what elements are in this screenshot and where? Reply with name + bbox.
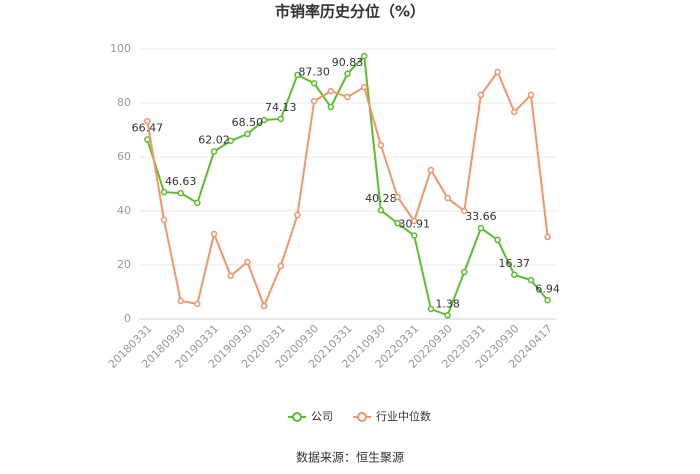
data-label: 68.50 <box>232 116 264 129</box>
chart-title: 市销率历史分位（%） <box>275 3 425 21</box>
source: 数据来源：恒生聚源 <box>296 450 404 465</box>
series-line <box>146 69 549 309</box>
y-tick-label: 60 <box>117 150 131 163</box>
legend-label: 行业中位数 <box>376 409 431 423</box>
data-label: 87.30 <box>298 65 330 78</box>
point <box>527 276 535 284</box>
point <box>427 305 435 313</box>
data-label: 74.13 <box>265 101 297 114</box>
point <box>444 312 451 319</box>
point <box>477 224 485 232</box>
point <box>360 83 368 91</box>
point <box>294 71 301 79</box>
point <box>377 141 385 149</box>
y-tick-label: 40 <box>117 204 131 217</box>
point <box>277 262 285 270</box>
legend-label: 公司 <box>311 410 333 423</box>
point <box>461 207 468 215</box>
point <box>344 70 351 78</box>
data-label: 66.47 <box>132 122 164 135</box>
point <box>410 232 418 239</box>
point <box>494 236 501 244</box>
point <box>194 199 201 207</box>
point <box>327 103 335 111</box>
point <box>177 189 184 197</box>
point <box>144 117 151 125</box>
point <box>160 188 168 196</box>
point <box>511 271 518 279</box>
point <box>344 93 351 101</box>
data-label: 62.02 <box>198 134 230 147</box>
point <box>477 91 485 99</box>
point <box>244 258 251 266</box>
point <box>294 211 301 219</box>
data-label: 90.83 <box>332 56 364 69</box>
legend-marker <box>292 412 302 422</box>
data-label: 40.28 <box>365 192 397 205</box>
point <box>494 68 501 76</box>
y-tick-label: 0 <box>124 312 131 325</box>
point <box>377 206 385 214</box>
point <box>160 216 168 224</box>
point <box>544 297 551 304</box>
point <box>427 166 435 174</box>
point <box>511 108 518 116</box>
point <box>360 52 368 60</box>
point <box>260 116 268 124</box>
data-label: 33.66 <box>465 210 497 223</box>
point <box>210 148 218 155</box>
point <box>194 300 201 308</box>
point <box>544 233 551 241</box>
point <box>227 137 234 145</box>
point <box>144 136 151 143</box>
point <box>227 272 234 280</box>
point <box>410 217 418 225</box>
data-label: 16.37 <box>499 257 531 270</box>
point <box>444 194 451 202</box>
point <box>210 230 218 238</box>
point <box>244 130 251 138</box>
y-tick-label: 20 <box>117 258 131 271</box>
legend-marker <box>357 412 367 422</box>
point <box>310 80 318 87</box>
data-label: 46.63 <box>165 175 197 188</box>
data-label: 6.94 <box>535 282 560 295</box>
y-tick-label: 100 <box>110 42 131 55</box>
point <box>327 87 335 95</box>
point <box>260 302 268 310</box>
point <box>277 115 285 123</box>
point <box>177 297 184 305</box>
point <box>310 97 318 105</box>
point <box>394 193 401 201</box>
data-label: 1.38 <box>435 297 460 310</box>
point <box>527 91 535 99</box>
y-tick-label: 80 <box>117 96 131 109</box>
point <box>394 219 401 227</box>
point <box>461 268 468 276</box>
